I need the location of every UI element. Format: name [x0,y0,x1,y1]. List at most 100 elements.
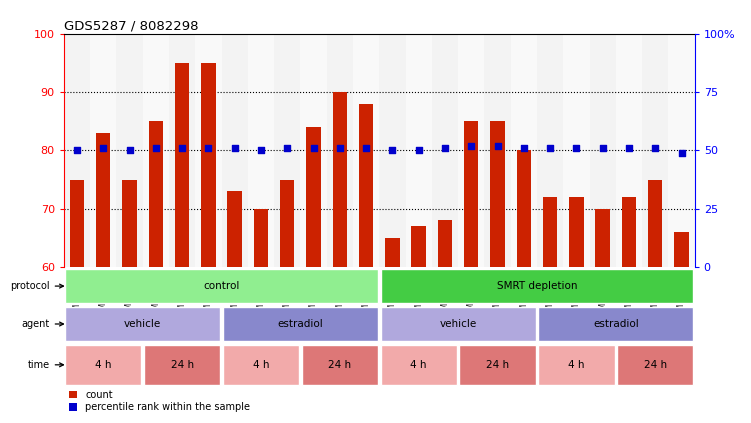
Bar [116,34,143,267]
Point [571,145,583,151]
Point [623,145,635,151]
Bar [306,127,321,267]
Bar [412,226,426,267]
Point [334,145,346,151]
Text: control: control [204,281,240,291]
Point [228,145,240,151]
Bar [642,34,668,267]
Text: 4 h: 4 h [411,360,427,370]
Bar [563,34,590,267]
Bar [458,34,484,267]
Text: time: time [28,360,50,370]
Text: 24 h: 24 h [644,360,667,370]
Bar [169,34,195,267]
Text: 24 h: 24 h [486,360,509,370]
Point [518,145,530,151]
FancyBboxPatch shape [65,307,220,341]
Point [71,147,83,154]
Bar [590,34,616,267]
Point [413,147,425,154]
Text: 24 h: 24 h [170,360,194,370]
Bar [517,151,531,267]
FancyBboxPatch shape [65,269,378,303]
FancyBboxPatch shape [223,307,378,341]
Bar [201,63,216,267]
Bar [596,209,610,267]
Bar [464,121,478,267]
FancyBboxPatch shape [617,345,693,385]
Bar [300,34,327,267]
Bar [438,220,452,267]
Text: GDS5287 / 8082298: GDS5287 / 8082298 [64,20,198,33]
FancyBboxPatch shape [381,345,457,385]
Bar [569,197,584,267]
Bar [622,197,636,267]
Bar [379,34,406,267]
Bar [90,34,116,267]
Point [466,143,478,149]
Bar [543,197,557,267]
Bar [222,34,248,267]
Bar [616,34,642,267]
Text: SMRT depletion: SMRT depletion [496,281,578,291]
Bar [70,180,84,267]
Bar [432,34,458,267]
Point [150,145,162,151]
Text: agent: agent [22,319,50,329]
Text: estradiol: estradiol [278,319,323,329]
Bar [149,121,163,267]
Bar [333,92,347,267]
FancyBboxPatch shape [144,345,220,385]
Bar [537,34,563,267]
FancyBboxPatch shape [223,345,299,385]
Bar [484,34,511,267]
Point [98,145,110,151]
Bar [122,180,137,267]
Bar [511,34,537,267]
Bar [274,34,300,267]
FancyBboxPatch shape [460,345,535,385]
Bar [353,34,379,267]
FancyBboxPatch shape [381,307,535,341]
Point [649,145,661,151]
FancyBboxPatch shape [302,345,378,385]
Bar [648,180,662,267]
Bar [674,232,689,267]
Point [387,147,399,154]
Point [176,145,188,151]
Bar [195,34,222,267]
Bar [64,34,90,267]
Legend: count, percentile rank within the sample: count, percentile rank within the sample [68,390,250,412]
Bar [406,34,432,267]
Point [203,145,215,151]
Bar [96,133,110,267]
Bar [490,121,505,267]
Point [255,147,267,154]
Bar [280,180,294,267]
Text: vehicle: vehicle [124,319,161,329]
Text: vehicle: vehicle [439,319,477,329]
Bar [248,34,274,267]
FancyBboxPatch shape [538,345,614,385]
Point [544,145,556,151]
FancyBboxPatch shape [381,269,693,303]
Bar [327,34,353,267]
Bar [385,238,400,267]
Bar [668,34,695,267]
Bar [175,63,189,267]
Point [597,145,609,151]
Text: 24 h: 24 h [328,360,351,370]
Text: estradiol: estradiol [593,319,638,329]
Point [124,147,136,154]
Text: 4 h: 4 h [95,360,111,370]
Bar [359,104,373,267]
Point [281,145,293,151]
Bar [143,34,169,267]
Point [360,145,372,151]
Point [308,145,320,151]
Text: protocol: protocol [11,281,50,291]
Point [439,145,451,151]
Bar [254,209,268,267]
FancyBboxPatch shape [538,307,693,341]
Point [676,149,688,156]
